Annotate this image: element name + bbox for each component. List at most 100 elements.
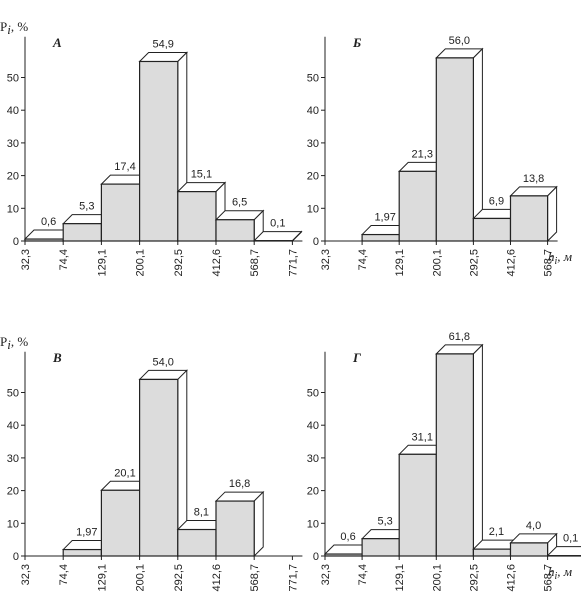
x-tick-label: 568,7	[249, 564, 261, 592]
panel-label: А	[52, 35, 62, 50]
data-label: 6,9	[489, 195, 504, 207]
x-tick-label: 292,5	[173, 249, 185, 277]
y-tick-label: 40	[307, 420, 319, 432]
x-tick-label: 568,7	[249, 249, 261, 277]
y-axis-title: Pi, %	[0, 19, 28, 37]
bar	[62, 223, 103, 242]
x-tick-label: 200,1	[431, 564, 443, 592]
data-label: 31,1	[412, 431, 433, 443]
data-label: 56,0	[449, 35, 470, 47]
bar	[472, 548, 512, 557]
y-tick-label: 10	[307, 203, 319, 215]
bar	[472, 217, 512, 242]
x-tick-label: 412,6	[506, 564, 518, 592]
y-tick-label: 10	[7, 518, 19, 530]
data-label: 0,6	[41, 216, 56, 228]
y-tick-label: 20	[307, 171, 319, 183]
y-tick-label: 20	[307, 486, 319, 498]
x-tick-label: 568,7	[543, 249, 555, 277]
data-label: 0,6	[340, 531, 355, 543]
x-tick-label: 74,4	[58, 564, 70, 585]
x-tick-label: 32,3	[20, 564, 32, 585]
x-tick-label: 32,3	[320, 564, 332, 585]
x-tick-label: 32,3	[320, 249, 332, 270]
data-label: 1,97	[76, 527, 97, 539]
x-tick-label: 292,5	[468, 249, 480, 277]
panel-b: 0 10 20 30 40 50 32,3 74,4 129,1 200,1 292,5 412,6 5…	[307, 35, 572, 277]
x-tick-label: 568,7	[543, 564, 555, 592]
y-tick-label: 30	[7, 138, 19, 150]
bar	[361, 233, 400, 242]
data-label: 21,3	[412, 148, 433, 160]
y-tick-label: 10	[307, 518, 319, 530]
x-tick-label: 129,1	[394, 249, 406, 277]
y-tick-label: 50	[307, 388, 319, 400]
data-label: 5,3	[378, 516, 393, 528]
data-label: 20,1	[114, 467, 135, 479]
panel-label: В	[52, 350, 62, 365]
data-label: 8,1	[194, 507, 209, 519]
x-tick-label: 412,6	[211, 564, 223, 592]
y-tick-label: 50	[307, 73, 319, 85]
bar	[398, 453, 437, 557]
data-label: 5,3	[79, 201, 94, 213]
data-label: 17,4	[114, 161, 135, 173]
y-tick-label: 30	[7, 453, 19, 465]
y-tick-label: 0	[313, 236, 319, 248]
data-label: 2,1	[489, 526, 504, 538]
bar	[100, 183, 141, 242]
x-axis-title: hi, м	[548, 564, 572, 582]
x-tick-label: 129,1	[96, 249, 108, 277]
data-label: 4,0	[526, 520, 541, 532]
bar	[62, 548, 103, 557]
y-tick-label: 40	[307, 105, 319, 117]
data-label: 6,5	[232, 197, 247, 209]
data-label: 54,9	[152, 38, 173, 50]
x-tick-label: 200,1	[135, 249, 147, 277]
bar	[24, 238, 64, 242]
x-tick-label: 200,1	[135, 564, 147, 592]
bar	[139, 60, 179, 242]
data-label: 16,8	[229, 478, 250, 490]
y-axis-title: Pi, %	[0, 334, 28, 352]
panel-a: 0 10 20 30 40 50 32,3 74,4 129,1 200,1 292,5 412,6 5…	[0, 19, 303, 277]
panel-label: Г	[352, 350, 361, 365]
y-tick-label: 10	[7, 203, 19, 215]
x-tick-label: 292,5	[173, 564, 185, 592]
data-label: 0,1	[270, 218, 285, 230]
bar-side-face	[472, 343, 483, 558]
bar	[398, 170, 437, 242]
x-tick-label: 129,1	[394, 564, 406, 592]
y-tick-label: 0	[13, 236, 19, 248]
panel-v: 0 10 20 30 40 50 32,3 74,4 129,1 200,1 292,5 412,6 5…	[0, 334, 303, 592]
data-label: 1,97	[374, 212, 395, 224]
y-tick-label: 30	[307, 453, 319, 465]
panel-label: Б	[352, 35, 361, 50]
bar-side-face	[547, 185, 558, 243]
y-tick-label: 50	[7, 388, 19, 400]
bar	[361, 538, 400, 557]
data-label: 15,1	[191, 169, 212, 181]
y-tick-label: 30	[307, 138, 319, 150]
bar	[100, 489, 141, 557]
x-tick-label: 32,3	[20, 249, 32, 270]
x-tick-label: 74,4	[357, 564, 369, 585]
x-axis-title: hi, м	[548, 249, 572, 267]
bar	[509, 542, 549, 557]
bar	[435, 353, 474, 557]
y-tick-label: 0	[313, 551, 319, 563]
x-tick-label: 74,4	[357, 249, 369, 270]
x-tick-label: 771,7	[287, 249, 299, 277]
bar	[215, 500, 255, 557]
panel-g: 0 10 20 30 40 50 32,3 74,4 129,1 200,1 292,5 412,6 5…	[307, 331, 581, 592]
x-tick-label: 771,7	[287, 564, 299, 592]
data-label: 0,1	[563, 533, 578, 545]
x-tick-label: 412,6	[506, 249, 518, 277]
data-label: 61,8	[449, 331, 470, 343]
y-tick-label: 20	[7, 171, 19, 183]
y-tick-label: 50	[7, 73, 19, 85]
bar	[509, 195, 549, 242]
bar	[215, 219, 255, 242]
y-tick-label: 20	[7, 486, 19, 498]
